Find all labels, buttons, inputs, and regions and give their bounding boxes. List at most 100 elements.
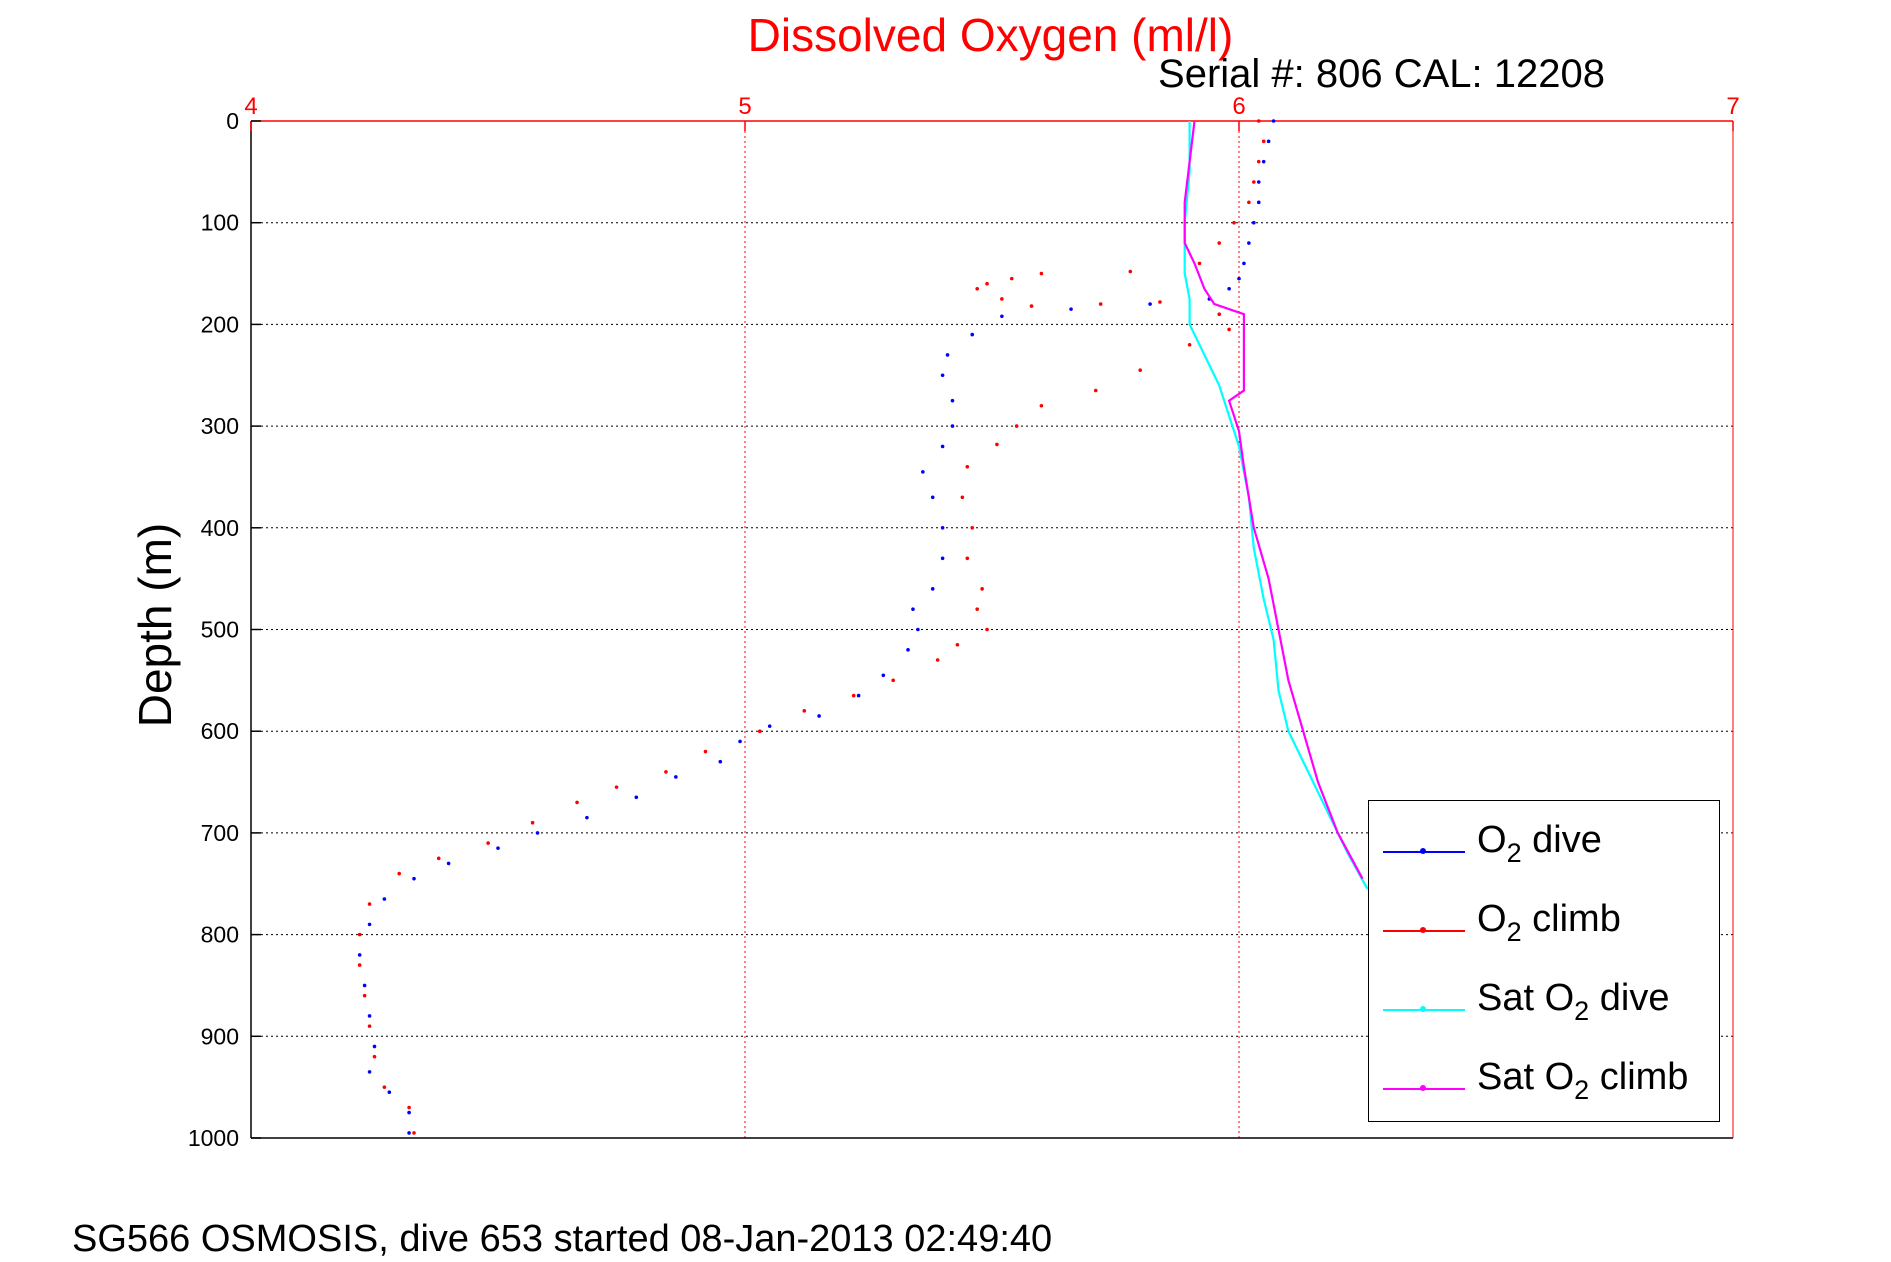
data-point-o2-climb (1197, 261, 1202, 266)
data-point-o2-climb (1039, 403, 1044, 408)
data-point-o2-climb (1029, 304, 1034, 308)
data-point-o2-dive (634, 795, 639, 800)
data-point-o2-climb (985, 627, 989, 632)
data-point-o2-climb (382, 1085, 387, 1089)
data-point-o2-dive (950, 398, 955, 403)
data-point-o2-climb (1227, 327, 1231, 332)
y-tick-label: 300 (201, 413, 239, 439)
data-point-o2-dive (407, 1131, 411, 1135)
data-point-o2-climb (970, 526, 975, 530)
y-axis-label: Depth (m) (129, 522, 181, 728)
data-point-o2-climb (1009, 276, 1014, 281)
data-point-o2-dive (585, 815, 589, 820)
data-point-o2-dive (1256, 200, 1261, 205)
data-point-o2-climb (955, 642, 960, 647)
data-point-o2-dive (940, 556, 945, 561)
data-point-o2-dive (1237, 276, 1241, 281)
y-tick-label: 900 (201, 1023, 239, 1049)
data-point-o2-climb (1217, 241, 1222, 245)
data-point-o2-dive (1266, 139, 1271, 144)
data-point-o2-climb (357, 963, 362, 967)
data-point-o2-dive (387, 1090, 392, 1095)
series-line-sat-o2-dive (1183, 121, 1369, 890)
data-point-o2-dive (1242, 261, 1246, 266)
data-point-o2-climb (935, 658, 940, 662)
data-point-o2-dive (940, 373, 945, 378)
data-point-o2-dive (906, 648, 910, 652)
data-point-o2-climb (362, 993, 367, 998)
data-point-o2-climb (965, 556, 970, 561)
data-point-o2-climb (1093, 388, 1098, 393)
data-point-o2-dive (767, 724, 772, 728)
y-tick-label: 800 (201, 922, 239, 948)
data-point-o2-dive (535, 831, 540, 835)
legend-label: O2 dive (1477, 819, 1602, 868)
data-point-o2-dive (382, 897, 387, 901)
data-point-o2-climb (1256, 159, 1261, 164)
data-point-o2-dive (367, 1070, 372, 1074)
data-point-o2-climb (436, 856, 441, 861)
data-point-o2-dive (1148, 302, 1152, 306)
data-point-o2-climb (703, 749, 708, 754)
data-point-o2-dive (367, 922, 372, 927)
data-point-o2-dive (970, 332, 975, 337)
data-point-o2-dive (911, 607, 915, 611)
legend-label: Sat O2 dive (1477, 977, 1670, 1026)
data-point-o2-climb (357, 932, 362, 937)
data-point-o2-dive (1227, 287, 1231, 291)
data-point-o2-climb (1187, 342, 1192, 347)
data-point-o2-dive (367, 1014, 372, 1018)
data-point-o2-dive (881, 673, 886, 678)
data-point-o2-climb (1217, 312, 1222, 317)
data-point-o2-climb (985, 281, 989, 286)
data-point-o2-dive (950, 424, 955, 428)
data-point-o2-climb (1247, 200, 1251, 205)
x-tick-label: 5 (738, 93, 751, 120)
data-point-o2-climb (1098, 302, 1103, 306)
data-point-o2-dive (1000, 314, 1004, 319)
x-tick-label: 7 (1726, 93, 1739, 120)
data-point-o2-dive (496, 846, 500, 850)
data-point-o2-climb (975, 607, 979, 611)
data-point-o2-climb (407, 1105, 411, 1110)
data-point-o2-climb (965, 464, 970, 469)
legend-item-sat-o2-dive: Sat O2 dive (1369, 969, 1719, 1029)
data-point-o2-dive (412, 876, 416, 881)
x-tick-label: 6 (1232, 93, 1245, 120)
y-tick-label: 0 (226, 108, 239, 134)
data-point-o2-climb (975, 287, 979, 291)
legend-item-o2-dive: O2 dive (1369, 811, 1719, 871)
chart-subtitle: Serial #: 806 CAL: 12208 (1158, 52, 1605, 96)
data-point-o2-dive (1256, 180, 1261, 184)
data-point-o2-dive (718, 759, 723, 764)
data-point-o2-dive (407, 1110, 411, 1115)
data-point-o2-dive (446, 861, 451, 866)
data-point-o2-climb (664, 770, 668, 774)
data-point-o2-dive (362, 983, 367, 988)
legend-label: O2 climb (1477, 898, 1621, 947)
data-point-o2-climb (891, 678, 895, 683)
data-point-o2-dive (1271, 119, 1276, 123)
data-point-o2-climb (758, 729, 762, 733)
data-point-o2-climb (1252, 180, 1256, 184)
data-point-o2-dive (856, 693, 861, 698)
legend-item-o2-climb: O2 climb (1369, 890, 1719, 950)
chart-title: Dissolved Oxygen (ml/l) (747, 9, 1234, 61)
data-point-o2-climb (614, 785, 619, 789)
data-point-o2-climb (1014, 424, 1019, 428)
data-point-o2-climb (412, 1131, 416, 1135)
data-point-o2-climb (1158, 300, 1162, 304)
data-point-o2-dive (1247, 241, 1251, 245)
data-point-o2-dive (1261, 159, 1266, 164)
y-tick-label: 400 (201, 515, 239, 541)
y-tick-label: 700 (201, 820, 239, 846)
data-point-o2-dive (921, 470, 925, 474)
data-point-o2-climb (530, 820, 535, 825)
data-point-o2-climb (372, 1054, 377, 1059)
data-point-o2-dive (940, 526, 945, 530)
data-point-o2-climb (575, 800, 579, 805)
data-point-o2-climb (1256, 119, 1261, 123)
data-point-o2-climb (851, 693, 856, 698)
y-tick-label: 500 (201, 617, 239, 643)
data-point-o2-dive (674, 775, 678, 779)
